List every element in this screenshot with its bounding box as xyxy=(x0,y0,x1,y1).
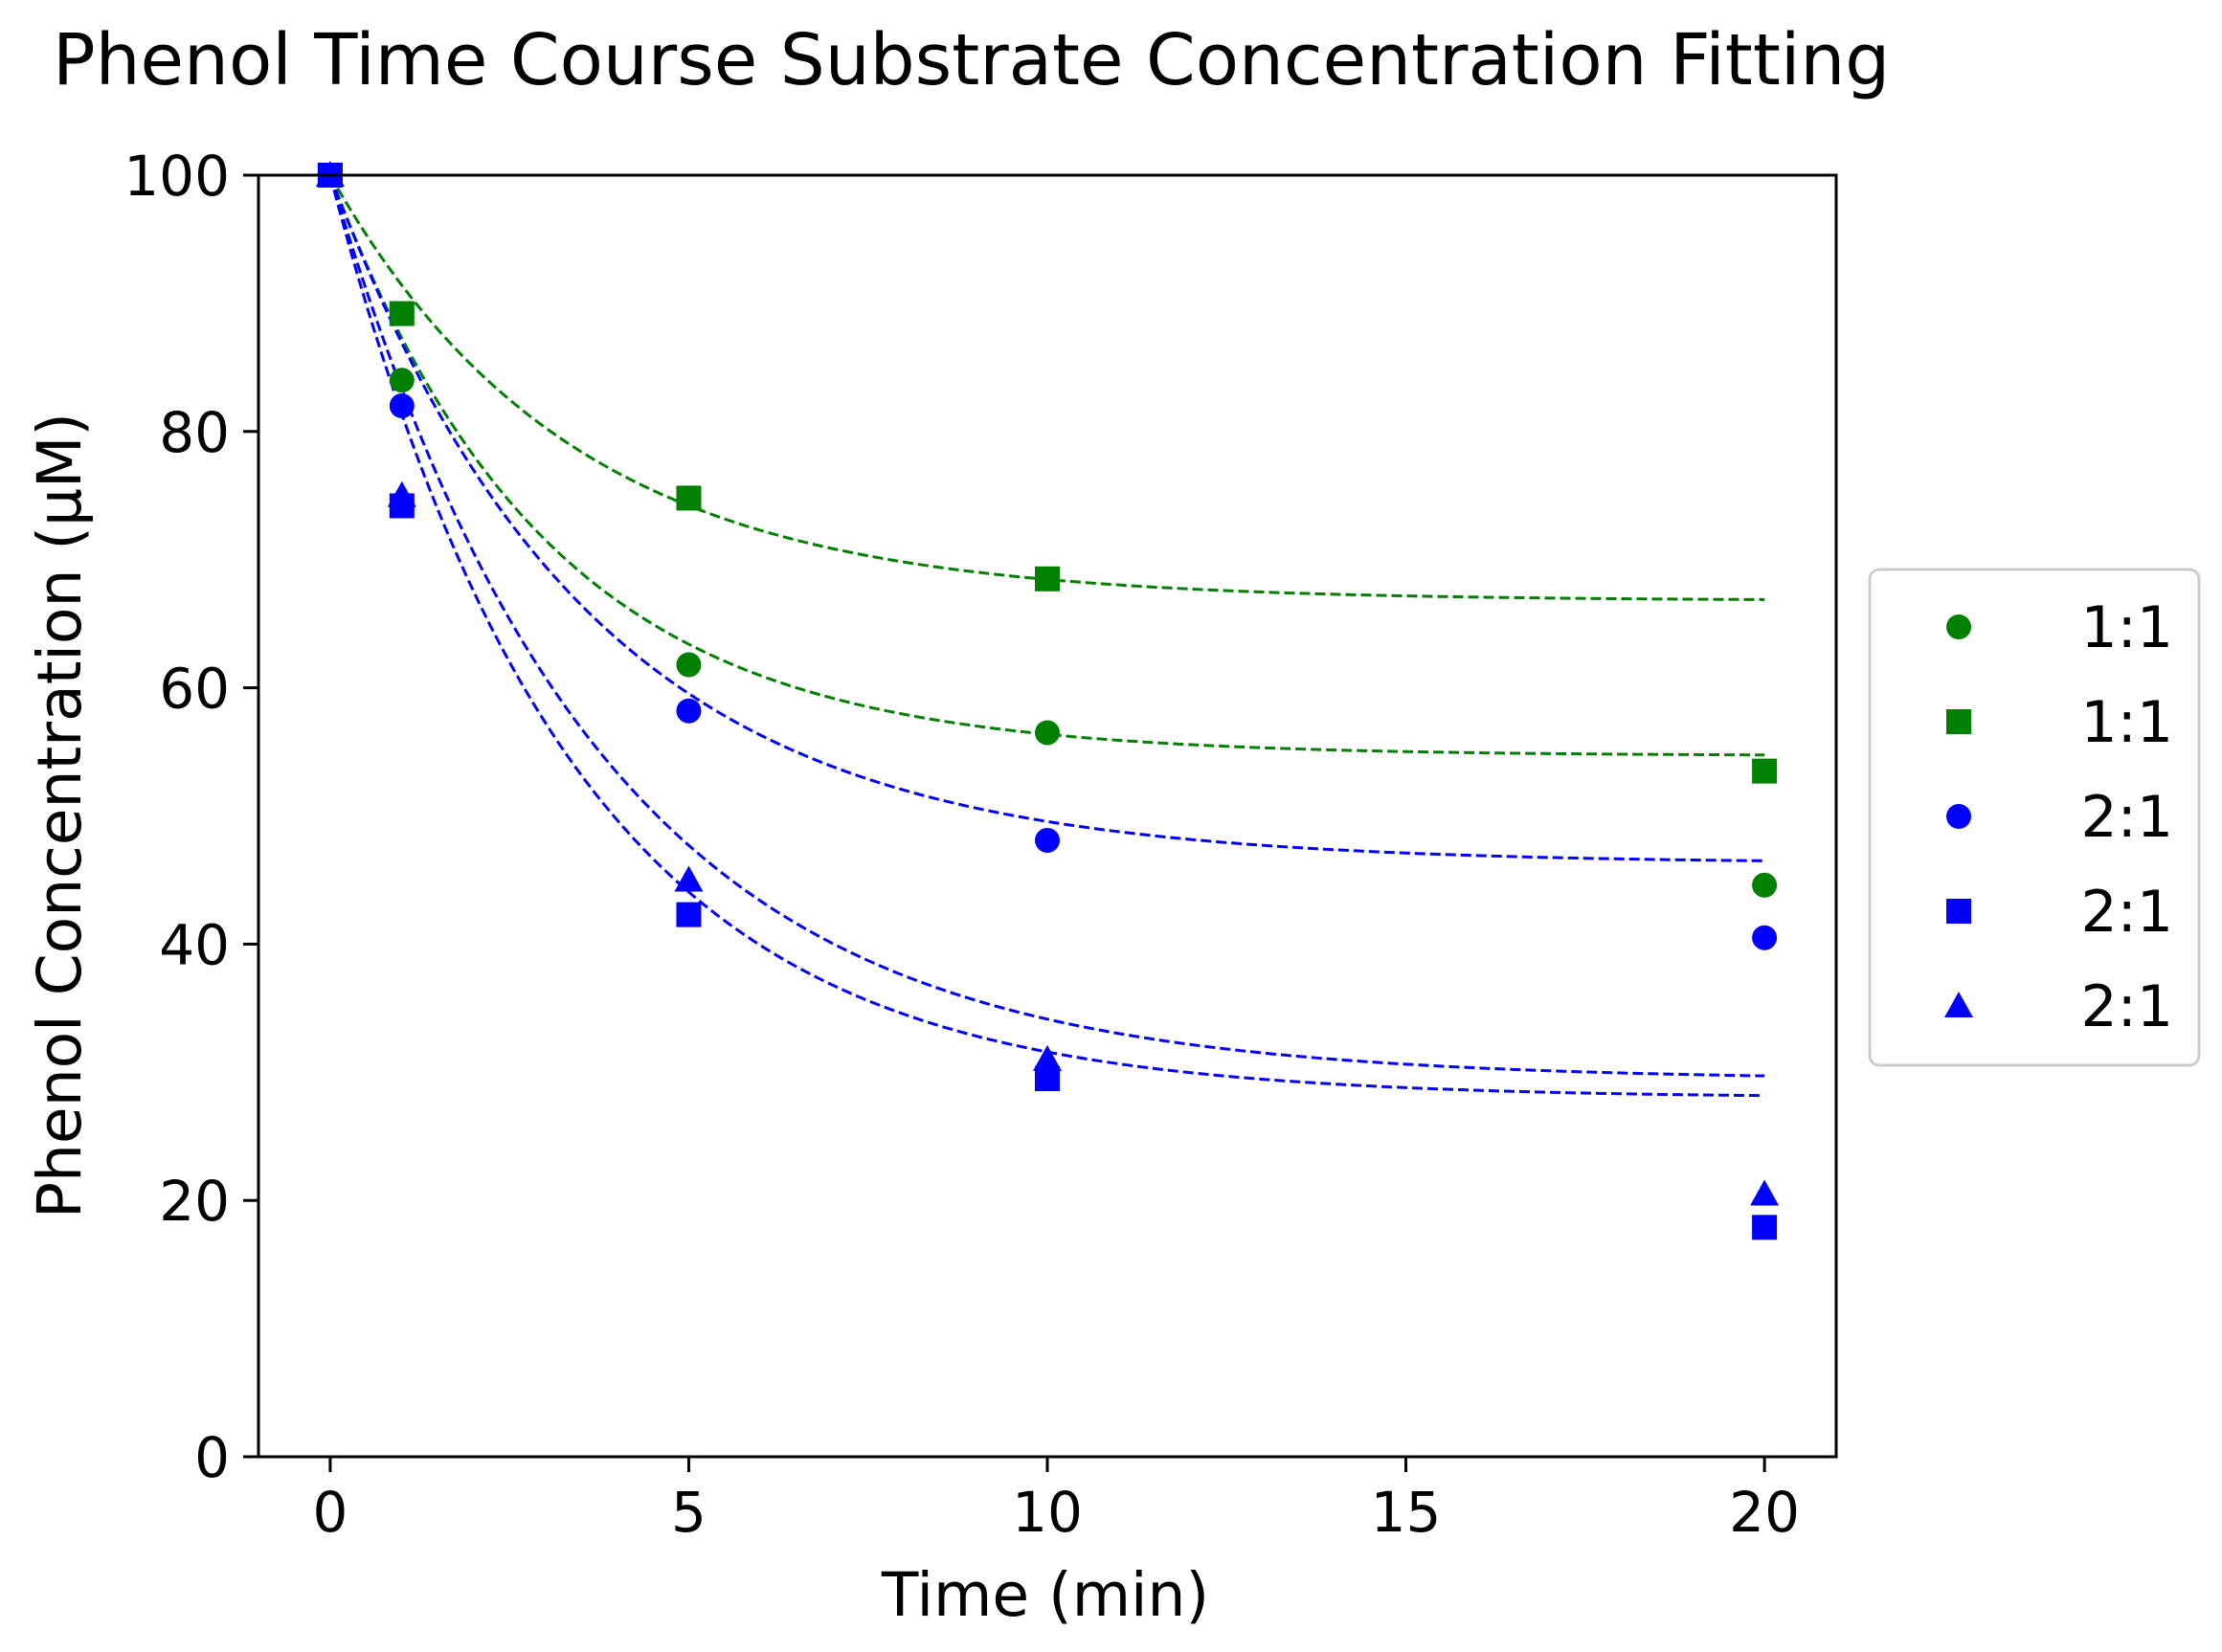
data-points xyxy=(315,161,1780,1240)
plot-frame xyxy=(257,173,1838,1459)
tick-labels: 0 5 10 15 20 0 20 40 60 80 100 xyxy=(123,144,1800,1545)
axes xyxy=(243,173,1838,1472)
legend-label-1: 1:1 xyxy=(2080,594,2173,661)
y-tick-label: 60 xyxy=(159,657,230,722)
legend-marker-3 xyxy=(1946,804,1971,829)
y-tick-label: 100 xyxy=(123,144,230,209)
fit-curve-2 xyxy=(328,174,1765,601)
legend-label-4: 2:1 xyxy=(2080,879,2173,946)
x-tick-label: 20 xyxy=(1729,1480,1800,1545)
legend-label-5: 2:1 xyxy=(2080,973,2173,1040)
legend-marker-1 xyxy=(1946,614,1971,639)
data-point-s2 xyxy=(1752,758,1778,784)
data-point-s4 xyxy=(676,902,702,927)
data-point-s1 xyxy=(676,652,702,678)
data-point-s4 xyxy=(1752,1215,1778,1240)
x-tick-label: 10 xyxy=(1012,1480,1083,1545)
legend-label-3: 2:1 xyxy=(2080,784,2173,851)
data-point-s1 xyxy=(1035,720,1060,746)
legend-frame xyxy=(1868,568,2201,1067)
y-tick-label: 40 xyxy=(159,912,230,977)
legend-marker-5 xyxy=(1944,992,1973,1017)
data-point-s2 xyxy=(1035,566,1060,592)
legend-label-2: 1:1 xyxy=(2080,689,2173,756)
y-axis-label: Phenol Concentration (μM) xyxy=(25,413,95,1218)
x-tick-label: 15 xyxy=(1371,1480,1442,1545)
legend-marker-2 xyxy=(1946,709,1971,734)
data-point-s5 xyxy=(674,865,704,892)
data-point-s3 xyxy=(389,393,415,419)
fit-curves xyxy=(328,174,1765,1098)
chart-title: Phenol Time Course Substrate Concentrati… xyxy=(53,19,1890,101)
fit-curve-4 xyxy=(328,174,1765,1098)
data-point-s5 xyxy=(1033,1044,1062,1071)
x-tick-label: 5 xyxy=(671,1480,707,1545)
y-tick-label: 80 xyxy=(159,400,230,465)
fit-curve-1 xyxy=(328,174,1765,757)
data-point-s5 xyxy=(1750,1179,1780,1206)
y-tick-label: 0 xyxy=(194,1425,230,1490)
data-point-s5 xyxy=(387,480,416,507)
data-point-s1 xyxy=(389,368,415,393)
data-point-s3 xyxy=(1752,925,1778,950)
data-point-s3 xyxy=(1035,827,1060,853)
x-tick-label: 0 xyxy=(312,1480,348,1545)
data-point-s1 xyxy=(1752,872,1778,898)
y-tick-label: 20 xyxy=(159,1169,230,1234)
data-point-s3 xyxy=(676,698,702,724)
fit-curve-5 xyxy=(328,174,1765,1078)
data-point-s2 xyxy=(389,301,415,326)
x-axis-label: Time (min) xyxy=(881,1560,1209,1630)
legend: 1:1 1:1 2:1 2:1 2:1 xyxy=(1868,568,2201,1067)
fit-curve-3 xyxy=(328,174,1765,862)
data-point-s2 xyxy=(676,485,702,511)
legend-marker-4 xyxy=(1946,899,1971,924)
